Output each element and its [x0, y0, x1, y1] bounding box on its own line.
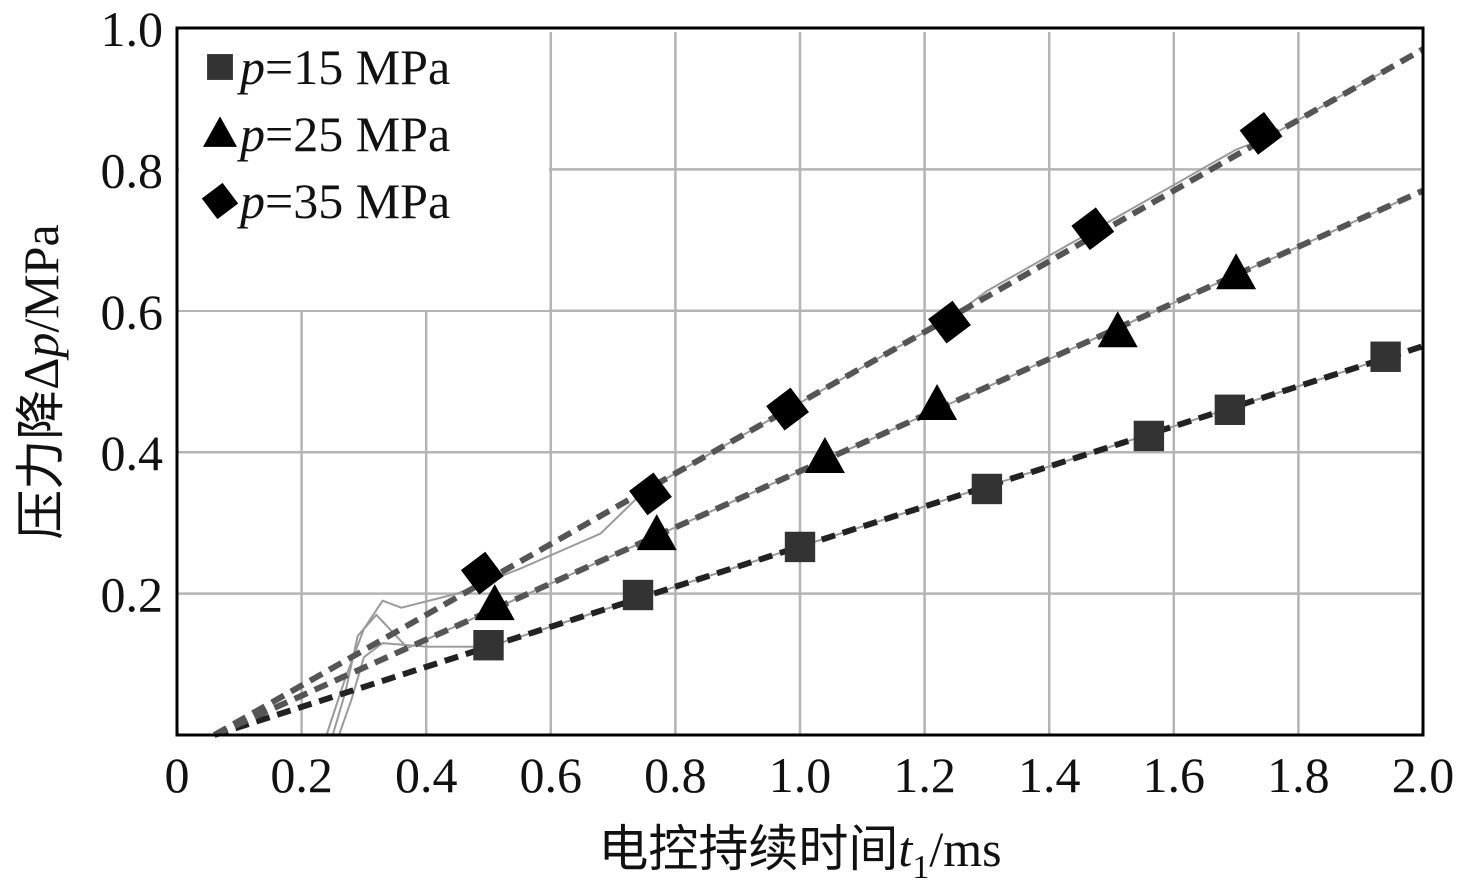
diamond-marker	[928, 300, 971, 344]
square-marker	[1214, 394, 1246, 425]
diamond-marker	[1071, 207, 1115, 251]
diamond-marker	[766, 387, 809, 431]
x-tick-label: 1.6	[1143, 747, 1206, 803]
legend-item-label: p=25 MPa	[237, 106, 450, 162]
x-tick-label: 0.6	[520, 747, 583, 803]
legend-square-icon	[207, 54, 233, 80]
legend-triangle-icon	[203, 116, 237, 147]
y-tick-label: 0.2	[101, 567, 164, 623]
plot-frame	[175, 26, 1425, 737]
legend-item-label: p=35 MPa	[237, 173, 450, 229]
square-marker	[1133, 420, 1165, 452]
y-axis-tick-labels: 0.2 0.4 0.6 0.8 1.0	[101, 1, 164, 623]
diamond-marker	[1239, 111, 1283, 155]
x-tick-label: 1.4	[1018, 747, 1081, 803]
diamond-marker	[629, 472, 672, 516]
y-tick-label: 1.0	[101, 1, 164, 57]
square-marker	[971, 473, 1003, 505]
y-tick-label: 0.6	[101, 284, 164, 340]
diamond-marker	[460, 551, 504, 595]
y-axis-title: 压力降Δp/MPa	[13, 224, 69, 540]
triangle-marker	[474, 584, 515, 621]
legend-box	[179, 30, 549, 310]
square-marker	[473, 630, 504, 661]
x-tick-label: 1.8	[1267, 747, 1330, 803]
data-markers	[460, 111, 1401, 661]
fit-line	[212, 46, 1425, 738]
x-tick-label: 1.2	[893, 747, 956, 803]
triangle-marker	[1097, 311, 1138, 348]
x-tick-label: 0.8	[644, 747, 707, 803]
y-tick-label: 0.8	[101, 142, 164, 198]
x-tick-label: 1.0	[769, 747, 832, 803]
square-marker	[622, 579, 654, 611]
triangle-marker	[1216, 253, 1257, 290]
square-marker	[1370, 341, 1401, 372]
square-marker	[784, 531, 816, 563]
x-axis-tick-labels: 0 0.2 0.4 0.6 0.8 1.0 1.2 1.4 1.6 1.8 2.0	[165, 747, 1455, 803]
legend-background	[179, 30, 549, 310]
legend-item-label: p=15 MPa	[237, 39, 450, 95]
legend-diamond-icon	[201, 182, 239, 220]
legend: p=15 MPa p=25 MPa p=35 MPa	[201, 39, 450, 229]
triangle-marker	[636, 514, 677, 551]
triangle-marker	[804, 437, 845, 474]
x-axis-title: 电控持续时间t1/ms	[598, 821, 1001, 886]
x-tick-label: 0.2	[270, 747, 333, 803]
triangle-marker	[917, 384, 958, 421]
y-tick-label: 0.4	[101, 425, 164, 481]
x-tick-label: 0	[165, 747, 190, 803]
x-tick-label: 2.0	[1392, 747, 1455, 803]
x-tick-label: 0.4	[395, 747, 458, 803]
